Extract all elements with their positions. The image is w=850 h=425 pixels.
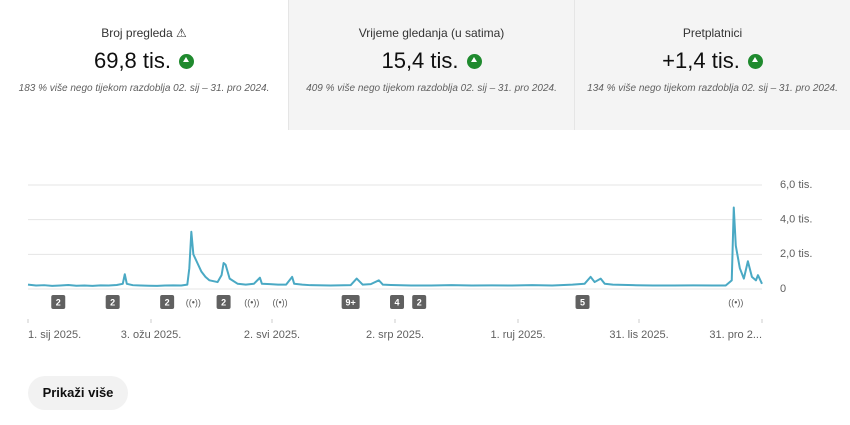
y-tick-label: 2,0 tis. (780, 248, 812, 260)
y-tick-label: 6,0 tis. (780, 179, 812, 191)
event-badge-label: 2 (110, 297, 115, 307)
event-badge-label: 9+ (346, 297, 356, 307)
show-more-button[interactable]: Prikaži više (28, 376, 128, 410)
event-badge-label: 2 (417, 297, 422, 307)
event-badge (575, 295, 590, 309)
x-tick-label: 31. lis 2025. (609, 329, 668, 341)
metric-card[interactable]: Pretplatnici +1,4 tis. 134 % više nego t… (574, 0, 850, 130)
y-tick-label: 0 (780, 283, 786, 295)
warning-icon: ⚠ (175, 26, 187, 40)
event-badge-label: 2 (165, 297, 170, 307)
metric-card[interactable]: Vrijeme gledanja (u satima) 15,4 tis. 40… (288, 0, 574, 130)
up-icon (179, 53, 195, 69)
event-icon: ((•)) (244, 297, 259, 307)
event-badge (105, 295, 120, 309)
event-badge-label: 4 (395, 297, 400, 307)
card-title: Broj pregleda (101, 26, 173, 40)
up-icon (747, 53, 763, 69)
event-badge-label: 5 (580, 297, 585, 307)
metric-card[interactable]: Broj pregleda ⚠ 69,8 tis. 183 % više neg… (0, 0, 288, 130)
line-series (27, 206, 763, 287)
event-badge (390, 295, 405, 309)
x-tick-label: 2. srp 2025. (366, 329, 424, 341)
event-badge-label: 2 (56, 297, 61, 307)
card-title: Vrijeme gledanja (u satima) (358, 26, 505, 40)
x-tick-label: 2. svi 2025. (244, 329, 300, 341)
event-badge (51, 295, 66, 309)
card-value: 15,4 tis. (381, 48, 459, 73)
event-badge (160, 295, 175, 309)
event-icon: ((•)) (186, 297, 201, 307)
y-tick-label: 4,0 tis. (780, 214, 812, 226)
event-badge (412, 295, 427, 309)
event-badge (216, 295, 231, 309)
event-badge-label: 2 (221, 297, 226, 307)
card-note: 409 % više nego tijekom razdoblja 02. si… (306, 83, 557, 94)
card-title: Pretplatnici (682, 26, 743, 40)
x-tick-label: 3. ožu 2025. (121, 329, 182, 341)
x-tick-label: 1. ruj 2025. (490, 329, 545, 341)
chart: 0 2,0 tis. 4,0 tis. 6,0 tis. 1. sij 2025. 3. … (27, 179, 812, 341)
card-value: +1,4 tis. (662, 48, 740, 73)
x-tick-label: 31. pro 2... (709, 329, 762, 341)
card-note: 183 % više nego tijekom razdoblja 02. si… (18, 83, 270, 94)
up-icon (466, 53, 482, 69)
card-note: 134 % više nego tijekom razdoblja 02. si… (587, 83, 838, 94)
event-icon: ((•)) (728, 297, 743, 307)
event-icon: ((•)) (272, 297, 287, 307)
event-badge (341, 295, 360, 309)
card-value: 69,8 tis. (93, 48, 172, 73)
x-tick-label: 1. sij 2025. (28, 329, 81, 341)
